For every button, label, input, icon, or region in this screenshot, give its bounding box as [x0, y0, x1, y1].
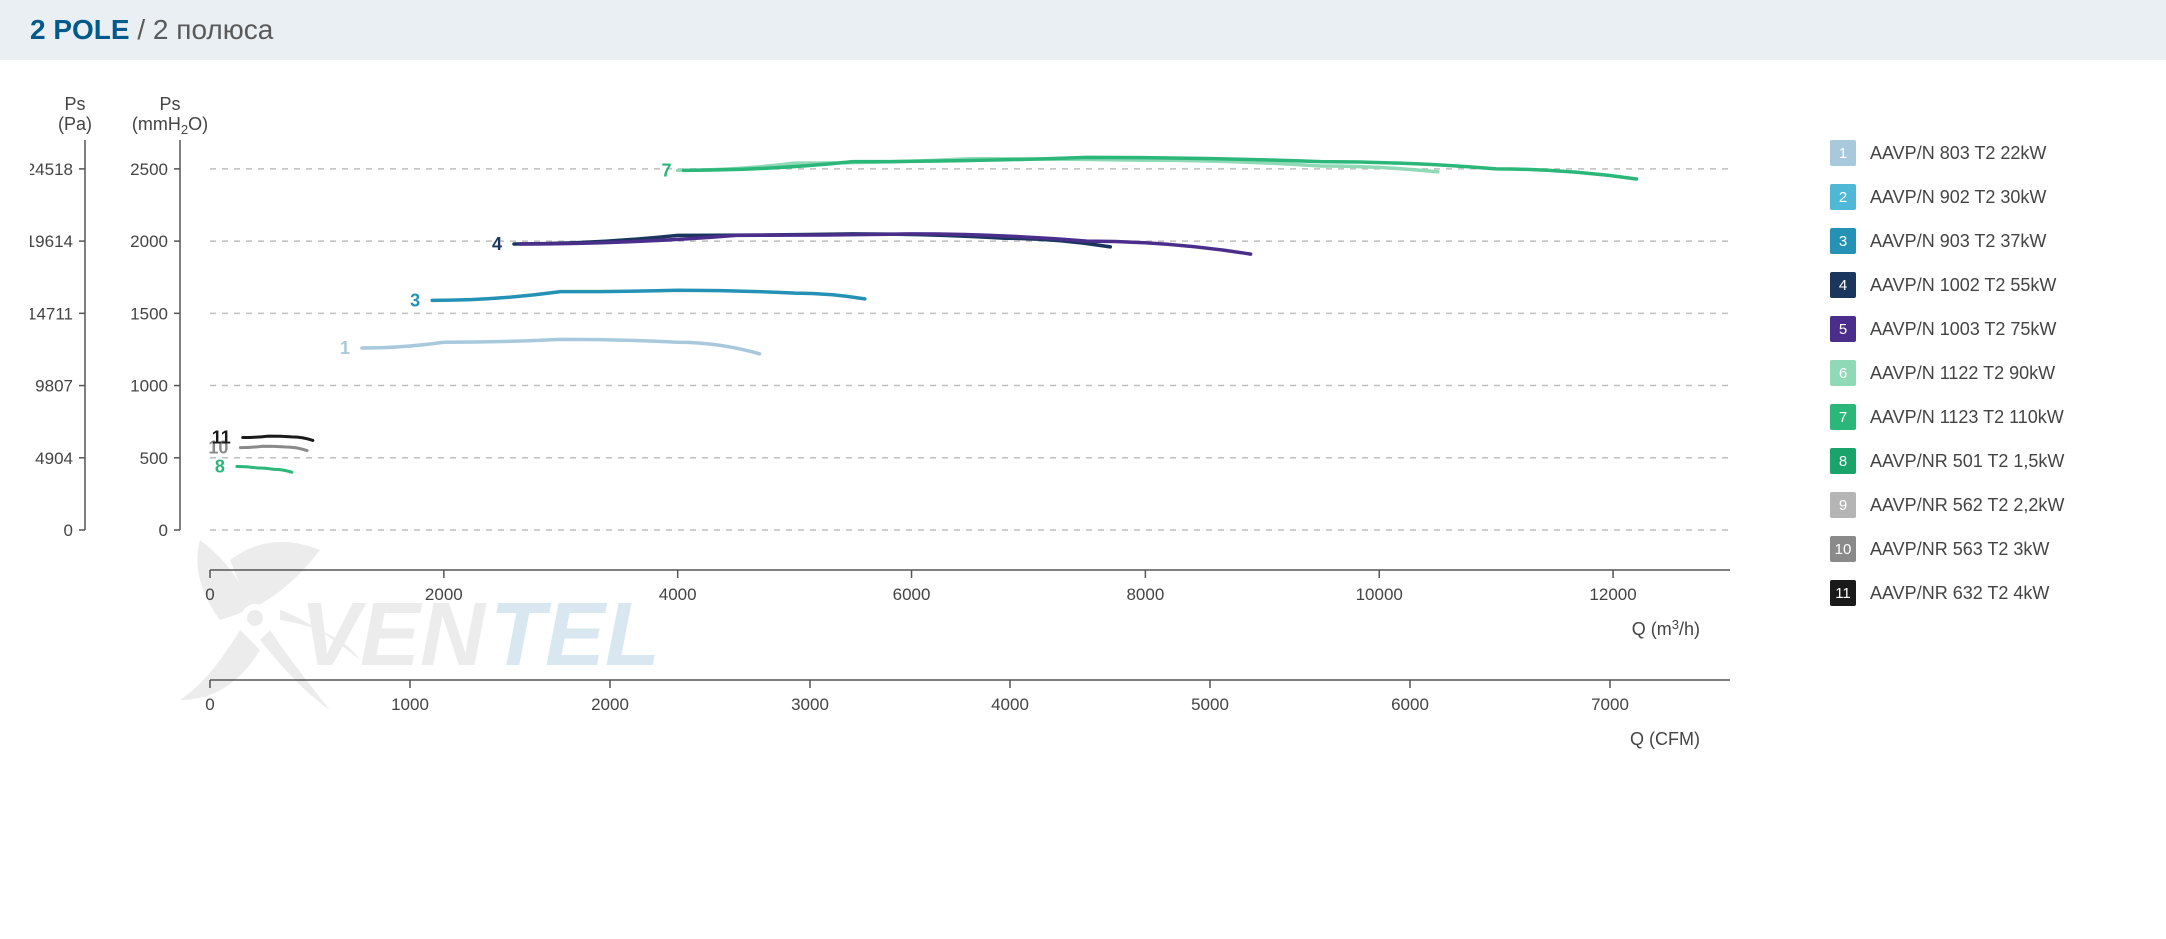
legend-item: 6 AAVP/N 1122 T2 90kW [1830, 360, 2064, 386]
legend-label: AAVP/N 1122 T2 90kW [1870, 363, 2055, 384]
legend-badge: 2 [1830, 184, 1856, 210]
svg-text:4000: 4000 [991, 695, 1029, 714]
svg-text:(Pa): (Pa) [58, 114, 92, 134]
legend-badge: 5 [1830, 316, 1856, 342]
svg-text:2000: 2000 [591, 695, 629, 714]
legend-label: AAVP/N 903 T2 37kW [1870, 231, 2046, 252]
svg-text:1: 1 [340, 338, 350, 358]
legend-label: AAVP/NR 632 T2 4kW [1870, 583, 2049, 604]
legend-label: AAVP/NR 562 T2 2,2kW [1870, 495, 2064, 516]
svg-text:24518: 24518 [30, 160, 73, 179]
legend-badge: 9 [1830, 492, 1856, 518]
svg-text:Q (CFM): Q (CFM) [1630, 729, 1700, 749]
svg-text:5000: 5000 [1191, 695, 1229, 714]
svg-text:2500: 2500 [130, 160, 168, 179]
legend-label: AAVP/NR 501 T2 1,5kW [1870, 451, 2064, 472]
svg-text:8: 8 [215, 456, 225, 476]
svg-text:12000: 12000 [1589, 585, 1636, 604]
svg-text:Ps: Ps [159, 94, 180, 114]
legend-item: 10 AAVP/NR 563 T2 3kW [1830, 536, 2064, 562]
svg-text:6000: 6000 [893, 585, 931, 604]
svg-text:2000: 2000 [425, 585, 463, 604]
svg-text:7: 7 [662, 160, 672, 180]
legend-item: 9 AAVP/NR 562 T2 2,2kW [1830, 492, 2064, 518]
svg-text:11: 11 [212, 428, 231, 448]
legend-item: 2 AAVP/N 902 T2 30kW [1830, 184, 2064, 210]
svg-text:1000: 1000 [130, 377, 168, 396]
title-bar: 2 POLE / 2 полюса [0, 0, 2166, 60]
legend-badge: 7 [1830, 404, 1856, 430]
svg-text:1500: 1500 [130, 304, 168, 323]
legend-item: 1 AAVP/N 803 T2 22kW [1830, 140, 2064, 166]
svg-text:10000: 10000 [1356, 585, 1403, 604]
legend-item: 8 AAVP/NR 501 T2 1,5kW [1830, 448, 2064, 474]
legend-badge: 10 [1830, 536, 1856, 562]
legend-label: AAVP/NR 563 T2 3kW [1870, 539, 2049, 560]
legend-badge: 4 [1830, 272, 1856, 298]
svg-text:1000: 1000 [391, 695, 429, 714]
legend-badge: 3 [1830, 228, 1856, 254]
legend-badge: 11 [1830, 580, 1856, 606]
svg-text:500: 500 [140, 449, 168, 468]
svg-text:6000: 6000 [1391, 695, 1429, 714]
chart-svg: 049049807147111961424518Ps(Pa)0500100015… [30, 80, 1790, 880]
legend-label: AAVP/N 1002 T2 55kW [1870, 275, 2056, 296]
legend: 1AAVP/N 803 T2 22kW2AAVP/N 902 T2 30kW3A… [1790, 80, 2064, 880]
legend-badge: 8 [1830, 448, 1856, 474]
legend-item: 7 AAVP/N 1123 T2 110kW [1830, 404, 2064, 430]
svg-text:9807: 9807 [35, 377, 73, 396]
title-rest: / 2 полюса [130, 14, 274, 45]
title-bold: 2 POLE [30, 14, 130, 45]
legend-label: AAVP/N 902 T2 30kW [1870, 187, 2046, 208]
svg-text:0: 0 [205, 695, 214, 714]
svg-text:Ps: Ps [64, 94, 85, 114]
legend-item: 3 AAVP/N 903 T2 37kW [1830, 228, 2064, 254]
legend-item: 4 AAVP/N 1002 T2 55kW [1830, 272, 2064, 298]
svg-text:4: 4 [492, 234, 502, 254]
svg-text:0: 0 [159, 521, 168, 540]
legend-item: 11 AAVP/NR 632 T2 4kW [1830, 580, 2064, 606]
svg-text:8000: 8000 [1126, 585, 1164, 604]
svg-text:3000: 3000 [791, 695, 829, 714]
legend-label: AAVP/N 803 T2 22kW [1870, 143, 2046, 164]
svg-text:(mmH2O): (mmH2O) [132, 114, 208, 137]
legend-label: AAVP/N 1003 T2 75kW [1870, 319, 2056, 340]
svg-text:4000: 4000 [659, 585, 697, 604]
svg-text:3: 3 [410, 290, 420, 310]
svg-text:19614: 19614 [30, 232, 73, 251]
svg-text:0: 0 [205, 585, 214, 604]
chart-area: VEN TEL 049049807147111961424518Ps(Pa)05… [30, 80, 1790, 880]
content: VEN TEL 049049807147111961424518Ps(Pa)05… [0, 80, 2166, 910]
svg-text:2000: 2000 [130, 232, 168, 251]
svg-text:0: 0 [64, 521, 73, 540]
svg-text:14711: 14711 [30, 304, 73, 323]
svg-text:Q (m3/h): Q (m3/h) [1632, 617, 1700, 639]
legend-badge: 1 [1830, 140, 1856, 166]
svg-text:4904: 4904 [35, 449, 73, 468]
legend-label: AAVP/N 1123 T2 110kW [1870, 407, 2064, 428]
legend-badge: 6 [1830, 360, 1856, 386]
svg-text:7000: 7000 [1591, 695, 1629, 714]
legend-item: 5 AAVP/N 1003 T2 75kW [1830, 316, 2064, 342]
